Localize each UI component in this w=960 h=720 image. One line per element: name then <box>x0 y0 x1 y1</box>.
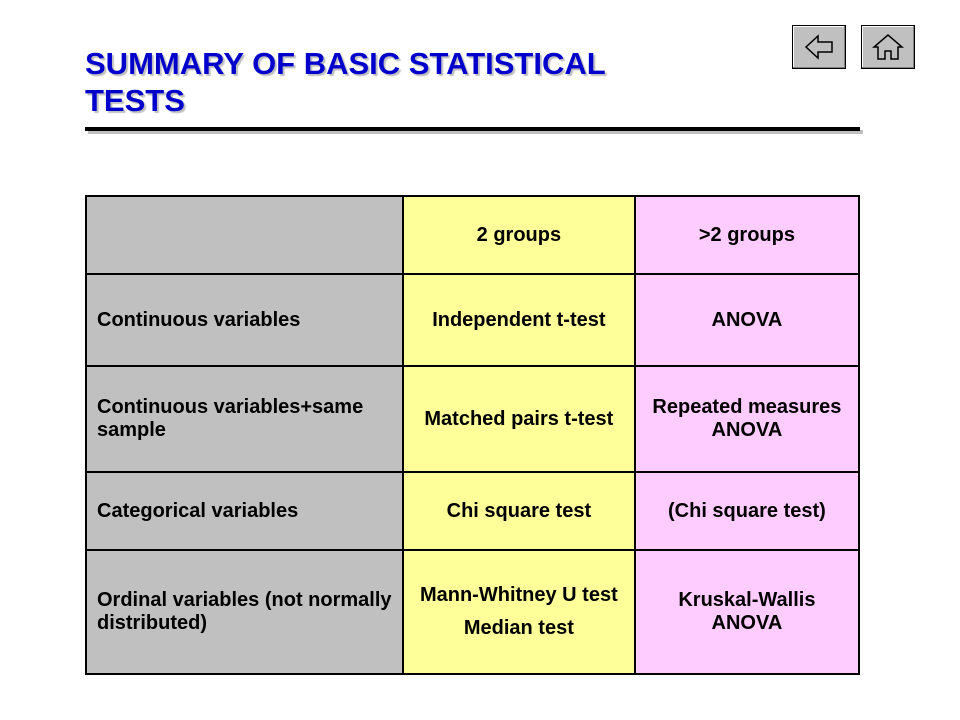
header-gt2groups: >2 groups <box>635 196 859 274</box>
cell-2groups: Matched pairs t-test <box>403 366 635 472</box>
cell-line-b: Median test <box>464 617 574 640</box>
cell-gt2groups: Repeated measures ANOVA <box>635 366 859 472</box>
row-label: Ordinal variables (not normally distribu… <box>86 550 403 674</box>
home-button[interactable] <box>861 25 915 69</box>
table-row: Continuous variables Independent t-test … <box>86 274 859 366</box>
cell-gt2groups: ANOVA <box>635 274 859 366</box>
table-row: Categorical variables Chi square test (C… <box>86 472 859 550</box>
table-row: Ordinal variables (not normally distribu… <box>86 550 859 674</box>
header-blank <box>86 196 403 274</box>
title-underline <box>85 127 860 131</box>
cell-2groups: Mann-Whitney U test Median test <box>403 550 635 674</box>
table-row: Continuous variables+same sample Matched… <box>86 366 859 472</box>
stats-table: 2 groups >2 groups Continuous variables … <box>85 195 860 675</box>
page-title: SUMMARY OF BASIC STATISTICAL TESTS <box>85 45 645 119</box>
cell-2groups: Chi square test <box>403 472 635 550</box>
cell-2groups: Independent t-test <box>403 274 635 366</box>
back-button[interactable] <box>792 25 846 69</box>
table-header-row: 2 groups >2 groups <box>86 196 859 274</box>
title-block: SUMMARY OF BASIC STATISTICAL TESTS <box>85 45 645 131</box>
stats-table-wrap: 2 groups >2 groups Continuous variables … <box>85 195 860 675</box>
row-label: Continuous variables <box>86 274 403 366</box>
cell-gt2groups: (Chi square test) <box>635 472 859 550</box>
home-icon <box>872 33 904 61</box>
row-label: Categorical variables <box>86 472 403 550</box>
nav-buttons <box>792 25 915 69</box>
cell-line-a: Mann-Whitney U test <box>420 584 618 607</box>
row-label: Continuous variables+same sample <box>86 366 403 472</box>
back-arrow-icon <box>804 34 834 60</box>
header-2groups: 2 groups <box>403 196 635 274</box>
cell-gt2groups: Kruskal-Wallis ANOVA <box>635 550 859 674</box>
